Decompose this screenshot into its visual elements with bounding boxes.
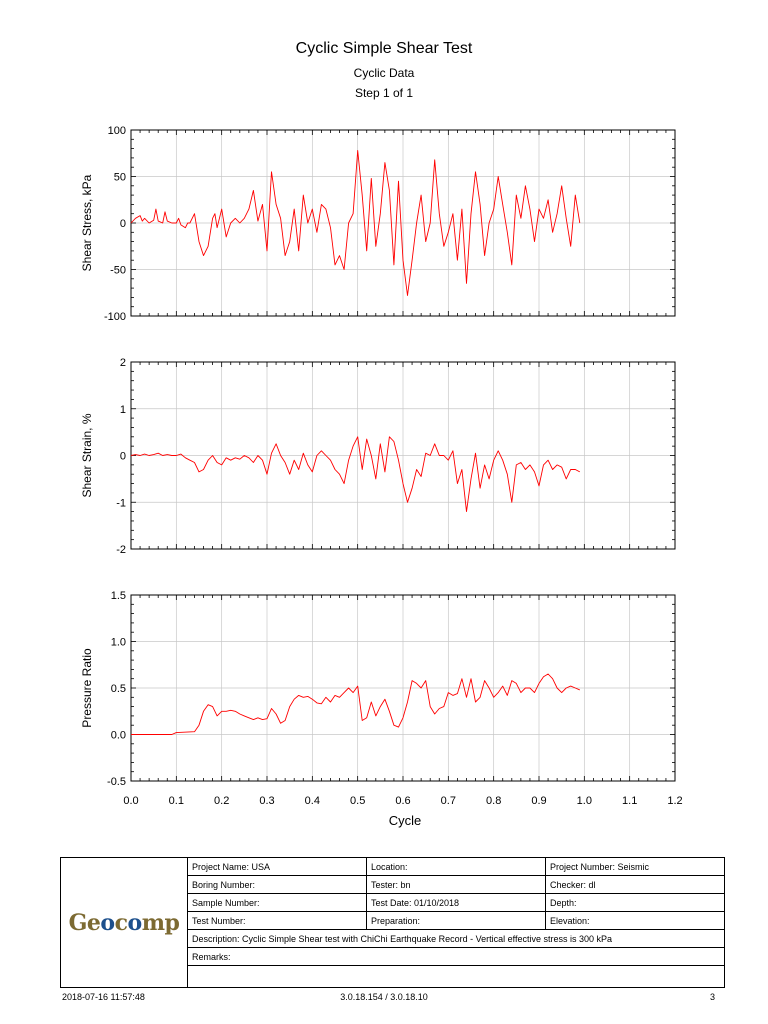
pressure-ratio-xtick-label: 0.2 bbox=[214, 795, 229, 807]
boring-number: Boring Number: bbox=[187, 875, 367, 894]
shear-strain-ytick-label: -1 bbox=[116, 497, 126, 509]
preparation: Preparation: bbox=[366, 911, 546, 930]
geocomp-logo: Geocomp bbox=[68, 909, 180, 936]
test-date: Test Date: 01/10/2018 bbox=[366, 893, 546, 912]
pressure-ratio-ytick-label: 0.5 bbox=[111, 683, 126, 695]
shear-stress-ylabel: Shear Stress, kPa bbox=[80, 174, 94, 271]
footer-timestamp: 2018-07-16 11:57:48 bbox=[62, 992, 145, 1002]
shear-strain-ylabel: Shear Strain, % bbox=[80, 413, 94, 497]
pressure-ratio-xtick-label: 1.2 bbox=[667, 795, 682, 807]
sample-number: Sample Number: bbox=[187, 893, 367, 912]
shear-stress-series-line bbox=[130, 150, 581, 296]
pressure-ratio-ytick-label: -0.5 bbox=[107, 776, 126, 788]
shear-strain-ytick-label: 0 bbox=[120, 451, 126, 463]
pressure-ratio-xtick-label: 0.3 bbox=[259, 795, 274, 807]
shear-stress-ytick-label: -100 bbox=[104, 311, 126, 323]
pressure-ratio-ytick-label: 0.0 bbox=[111, 730, 126, 742]
step-label: Step 1 of 1 bbox=[354, 86, 414, 100]
shear-stress-ytick-label: 50 bbox=[114, 172, 126, 184]
logo-cell: Geocomp bbox=[60, 857, 188, 988]
shear-strain-ytick-label: -2 bbox=[116, 544, 126, 556]
elevation: Elevation: bbox=[545, 911, 725, 930]
pressure-ratio-xlabel: Cycle bbox=[389, 813, 422, 828]
pressure-ratio-ytick-label: 1.0 bbox=[111, 637, 126, 649]
pressure-ratio-xtick-label: 0.6 bbox=[395, 795, 410, 807]
shear-stress-ytick-label: -50 bbox=[110, 265, 126, 277]
page-title: Cyclic Simple Shear Test bbox=[295, 40, 473, 57]
pressure-ratio-xtick-label: 0.1 bbox=[169, 795, 184, 807]
pressure-ratio-xtick-label: 0.9 bbox=[531, 795, 546, 807]
charts-svg: -100 -50 0 50 100 Shear Stress, kPa -2 -1 0 1 2 She… bbox=[80, 125, 683, 828]
pressure-ratio-ytick-label: 1.5 bbox=[111, 590, 126, 602]
project-info-table: Geocomp Project Name: USA Location: Proj… bbox=[60, 857, 725, 988]
shear-strain-ytick-label: 2 bbox=[120, 357, 126, 369]
page-subtitle: Cyclic Data bbox=[353, 66, 415, 80]
pressure-ratio-xtick-label: 0.0 bbox=[123, 795, 138, 807]
tester: Tester: bn bbox=[366, 875, 546, 894]
pressure-ratio-xtick-label: 0.7 bbox=[441, 795, 456, 807]
location: Location: bbox=[366, 857, 546, 876]
pressure-ratio-xtick-label: 1.0 bbox=[577, 795, 592, 807]
pressure-ratio-xtick-label: 0.5 bbox=[350, 795, 365, 807]
pressure-ratio-xtick-label: 0.8 bbox=[486, 795, 501, 807]
description: Description: Cyclic Simple Shear test wi… bbox=[187, 929, 725, 948]
remarks-blank bbox=[187, 965, 725, 988]
shear-stress-ytick-label: 100 bbox=[108, 125, 126, 137]
pressure-ratio-xtick-label: 0.4 bbox=[305, 795, 320, 807]
shear-stress-ytick-label: 0 bbox=[120, 218, 126, 230]
pressure-ratio-xtick-label: 1.1 bbox=[622, 795, 637, 807]
shear-strain-ytick-label: 1 bbox=[120, 404, 126, 416]
depth: Depth: bbox=[545, 893, 725, 912]
footer-page-number: 3 bbox=[710, 992, 716, 1002]
remarks: Remarks: bbox=[187, 947, 725, 966]
test-number: Test Number: bbox=[187, 911, 367, 930]
footer-version: 3.0.18.154 / 3.0.18.10 bbox=[340, 992, 428, 1002]
checker: Checker: dl bbox=[545, 875, 725, 894]
project-number: Project Number: Seismic bbox=[545, 857, 725, 876]
pressure-ratio-ylabel: Pressure Ratio bbox=[80, 648, 94, 728]
shear-strain-series-line bbox=[130, 436, 581, 513]
project-name: Project Name: USA bbox=[187, 857, 367, 876]
pressure-ratio-series-line bbox=[131, 673, 580, 735]
